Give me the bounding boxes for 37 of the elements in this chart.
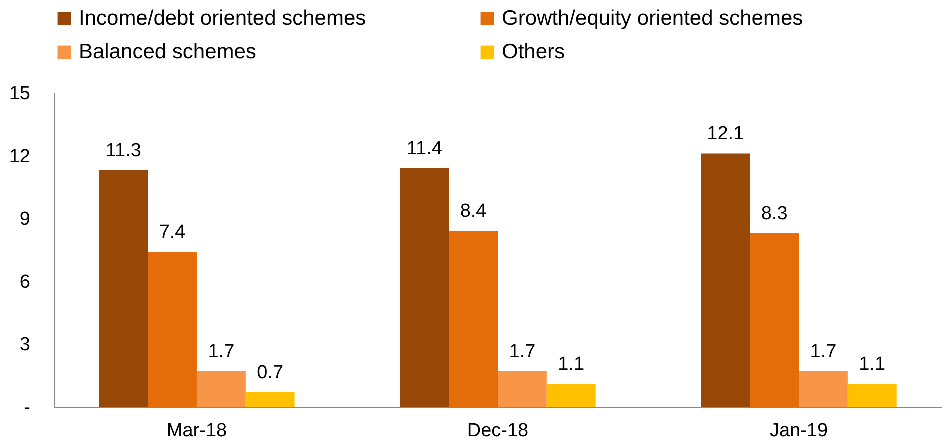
data-label: 1.7	[810, 341, 837, 362]
bar	[449, 231, 498, 407]
data-label: 1.1	[859, 354, 886, 375]
bar	[546, 384, 596, 407]
data-label: 8.3	[761, 203, 788, 224]
bar	[848, 384, 897, 407]
y-tick-label: 6	[20, 272, 30, 293]
data-label: 12.1	[707, 124, 744, 145]
bar	[750, 233, 800, 407]
y-tick-label: 15	[9, 84, 30, 104]
bar	[246, 392, 295, 407]
y-tick-label: -	[24, 398, 30, 418]
bar	[498, 371, 547, 407]
x-tick-label: Jan-19	[770, 420, 828, 442]
x-tick-label: Mar-18	[166, 420, 228, 442]
data-label: 8.4	[460, 201, 488, 222]
y-tick-label: 3	[20, 334, 30, 356]
legend-label: Income/debt oriented schemes	[79, 6, 366, 30]
data-label: 1.7	[509, 341, 536, 362]
x-tick-label: Dec-18	[467, 420, 529, 442]
data-label: 11.3	[106, 140, 142, 162]
data-label: 7.4	[159, 222, 186, 244]
y-tick-label: 9	[20, 209, 30, 230]
legend-label: Others	[502, 40, 566, 64]
bar	[196, 371, 246, 407]
legend-label: Balanced schemes	[79, 40, 256, 64]
legend-label: Growth/equity oriented schemes	[502, 6, 804, 30]
bar	[99, 170, 148, 407]
data-label: 0.7	[257, 362, 284, 384]
y-tick-label: 12	[9, 146, 30, 168]
data-label: 1.1	[558, 354, 585, 375]
bar	[400, 168, 450, 407]
bar	[148, 252, 197, 407]
data-label: 1.7	[208, 341, 235, 362]
bar	[799, 371, 848, 407]
data-label: 11.4	[406, 138, 443, 160]
bar	[701, 154, 750, 407]
